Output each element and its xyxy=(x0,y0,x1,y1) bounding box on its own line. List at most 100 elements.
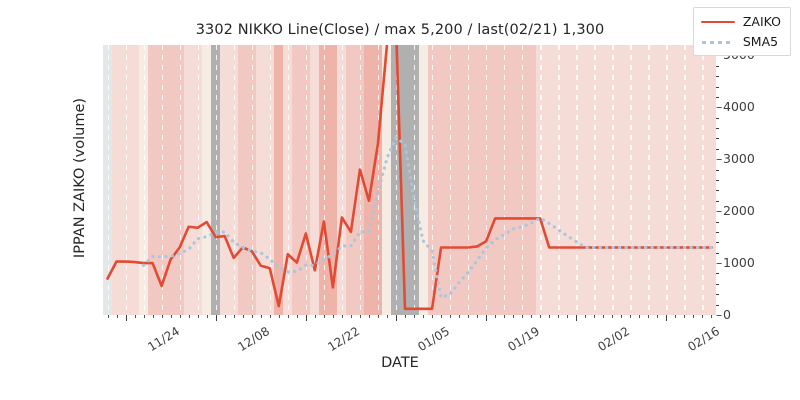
gridline-vertical xyxy=(612,45,614,315)
legend-item-sma5[interactable]: SMA5 xyxy=(701,33,781,50)
x-minor-tick xyxy=(675,315,677,318)
x-minor-tick xyxy=(639,315,641,318)
x-minor-tick xyxy=(432,315,434,318)
x-minor-tick xyxy=(513,315,515,318)
gridline-vertical xyxy=(197,45,199,315)
x-minor-tick xyxy=(377,315,379,318)
gridline-vertical xyxy=(323,45,326,315)
x-minor-tick xyxy=(657,315,659,318)
x-minor-tick xyxy=(630,315,632,318)
x-minor-tick xyxy=(621,315,623,318)
x-minor-tick xyxy=(359,315,361,318)
x-minor-tick xyxy=(702,315,704,318)
y-tick-label: –0 xyxy=(716,307,731,322)
legend[interactable]: ZAIKO SMA5 xyxy=(692,7,791,56)
x-minor-tick xyxy=(648,315,650,318)
x-minor-tick xyxy=(197,315,199,318)
y-tick-label: –2000 xyxy=(716,203,755,219)
y-minor-tick xyxy=(716,128,719,130)
x-minor-tick xyxy=(269,315,271,318)
gridline-vertical xyxy=(359,45,362,315)
gridline-vertical xyxy=(432,45,434,315)
x-minor-tick xyxy=(567,315,569,318)
x-minor-tick xyxy=(260,315,262,318)
x-major-tick xyxy=(576,315,578,321)
background-band xyxy=(346,45,365,315)
gridline-vertical xyxy=(648,45,650,315)
gridline-vertical xyxy=(594,45,596,315)
background-band xyxy=(274,45,284,315)
gridline-vertical xyxy=(414,45,416,315)
x-minor-tick xyxy=(558,315,560,318)
y-axis: –0–1000–2000–3000–4000–5000 xyxy=(716,45,800,322)
y-minor-tick xyxy=(716,65,719,67)
x-major-tick xyxy=(486,315,488,321)
y-tick-text: 0 xyxy=(723,307,731,322)
x-minor-tick xyxy=(188,315,190,318)
x-minor-tick xyxy=(495,315,497,318)
gridline-vertical xyxy=(522,45,524,315)
x-minor-tick xyxy=(423,315,425,318)
legend-item-zaiko[interactable]: ZAIKO xyxy=(700,13,781,30)
y-minor-tick xyxy=(716,252,719,254)
y-axis-title: IPPAN ZAIKO (volume) xyxy=(72,97,88,259)
x-minor-tick xyxy=(107,315,109,318)
gridline-vertical xyxy=(125,45,127,315)
y-minor-tick xyxy=(716,273,719,275)
x-major-tick xyxy=(666,315,668,321)
background-band xyxy=(256,45,275,315)
x-minor-tick xyxy=(522,315,524,318)
gridline-vertical xyxy=(666,45,668,315)
x-tick-label: 11/24 xyxy=(144,324,182,355)
background-band xyxy=(427,45,536,315)
y-minor-tick xyxy=(716,138,719,140)
gridline-vertical xyxy=(251,45,254,315)
gridline-vertical xyxy=(269,45,272,315)
x-major-tick xyxy=(125,315,127,321)
x-minor-tick xyxy=(278,315,280,318)
x-minor-tick xyxy=(179,315,181,318)
y-minor-tick xyxy=(716,117,719,119)
series-line-sma5 xyxy=(141,134,714,300)
y-minor-tick xyxy=(716,169,719,171)
background-band xyxy=(202,45,212,315)
gridline-vertical xyxy=(143,45,145,315)
background-band xyxy=(535,45,716,315)
y-tick-label: –1000 xyxy=(716,255,755,271)
x-minor-tick xyxy=(143,315,145,318)
x-minor-tick xyxy=(414,315,415,318)
x-major-tick xyxy=(215,315,217,321)
x-minor-tick xyxy=(531,315,533,318)
x-minor-tick xyxy=(296,315,298,318)
y-tick-label: –3000 xyxy=(716,151,755,167)
x-minor-tick xyxy=(341,315,343,318)
x-minor-tick xyxy=(287,315,289,318)
legend-label-zaiko: ZAIKO xyxy=(742,14,781,29)
gridline-vertical xyxy=(107,45,109,315)
x-tick-label: 01/19 xyxy=(505,324,543,355)
y-minor-tick xyxy=(716,96,719,98)
y-tick-text: 4000 xyxy=(723,99,755,115)
background-band xyxy=(310,45,320,315)
y-tick-text: 2000 xyxy=(723,203,755,219)
gridline-vertical xyxy=(287,45,290,315)
gridline-vertical xyxy=(576,45,578,315)
legend-label-sma5: SMA5 xyxy=(742,34,779,49)
gridline-vertical xyxy=(341,45,344,315)
x-major-tick xyxy=(305,315,307,321)
x-minor-tick xyxy=(170,315,172,318)
x-minor-tick xyxy=(612,315,614,318)
x-minor-tick xyxy=(332,315,334,318)
x-minor-tick xyxy=(693,315,695,318)
x-tick-label: 12/22 xyxy=(325,324,362,355)
sma5-line-swatch-icon xyxy=(701,36,735,48)
y-minor-tick xyxy=(716,231,719,233)
y-minor-tick xyxy=(716,86,719,88)
x-minor-tick xyxy=(350,315,352,318)
x-minor-tick xyxy=(251,315,253,318)
y-minor-tick xyxy=(716,294,719,296)
gridline-vertical xyxy=(630,45,632,315)
zaiko-line-swatch-icon xyxy=(700,16,735,28)
background-band xyxy=(418,45,428,315)
gridline-layer xyxy=(103,45,716,315)
